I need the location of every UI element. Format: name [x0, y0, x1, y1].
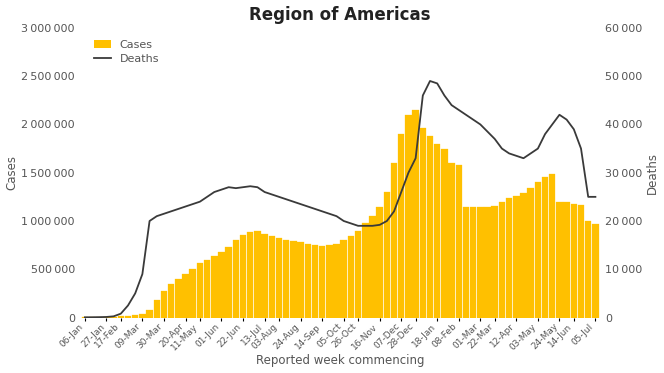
Bar	[348, 236, 354, 317]
Bar	[420, 128, 426, 317]
Bar	[283, 240, 290, 317]
Bar	[499, 202, 505, 317]
Bar	[218, 252, 224, 317]
Bar	[484, 207, 491, 317]
Bar	[477, 207, 483, 317]
Bar	[521, 193, 527, 317]
Bar	[153, 300, 160, 317]
Bar	[175, 279, 181, 317]
Bar	[398, 134, 404, 317]
Bar	[412, 110, 419, 317]
Bar	[570, 204, 577, 317]
Bar	[362, 223, 369, 317]
Bar	[355, 231, 361, 317]
Legend: Cases, Deaths: Cases, Deaths	[90, 36, 162, 68]
Y-axis label: Cases: Cases	[5, 155, 19, 190]
Bar	[139, 314, 145, 317]
Bar	[146, 310, 153, 317]
Bar	[319, 245, 325, 317]
Bar	[441, 148, 448, 317]
Bar	[232, 240, 239, 317]
Bar	[434, 144, 440, 317]
Bar	[161, 291, 167, 317]
Bar	[262, 233, 268, 317]
Bar	[405, 115, 412, 317]
Bar	[297, 242, 304, 317]
Bar	[506, 198, 513, 317]
Bar	[542, 176, 548, 317]
Bar	[556, 202, 562, 317]
X-axis label: Reported week commencing: Reported week commencing	[256, 354, 424, 367]
Bar	[578, 204, 584, 317]
Bar	[427, 136, 433, 317]
Bar	[183, 274, 189, 317]
Bar	[240, 235, 246, 317]
Bar	[247, 232, 254, 317]
Bar	[204, 260, 210, 317]
Bar	[311, 245, 318, 317]
Bar	[391, 163, 397, 317]
Bar	[268, 236, 275, 317]
Bar	[125, 316, 131, 317]
Bar	[369, 216, 376, 317]
Bar	[563, 202, 570, 317]
Bar	[463, 207, 469, 317]
Bar	[290, 241, 297, 317]
Bar	[333, 244, 340, 317]
Bar	[549, 174, 556, 317]
Bar	[189, 269, 196, 317]
Bar	[341, 240, 347, 317]
Bar	[535, 182, 541, 317]
Bar	[376, 207, 383, 317]
Bar	[168, 284, 175, 317]
Bar	[448, 163, 455, 317]
Bar	[491, 206, 498, 317]
Bar	[276, 238, 282, 317]
Bar	[254, 231, 261, 317]
Title: Region of Americas: Region of Americas	[250, 6, 431, 23]
Bar	[585, 221, 592, 317]
Bar	[211, 256, 218, 317]
Y-axis label: Deaths: Deaths	[645, 152, 659, 194]
Bar	[132, 315, 138, 317]
Bar	[118, 316, 124, 317]
Bar	[226, 247, 232, 317]
Bar	[456, 165, 462, 317]
Bar	[305, 244, 311, 317]
Bar	[326, 245, 333, 317]
Bar	[513, 196, 519, 317]
Bar	[470, 207, 476, 317]
Bar	[384, 192, 390, 317]
Bar	[527, 188, 534, 317]
Bar	[197, 263, 203, 317]
Bar	[592, 224, 599, 317]
